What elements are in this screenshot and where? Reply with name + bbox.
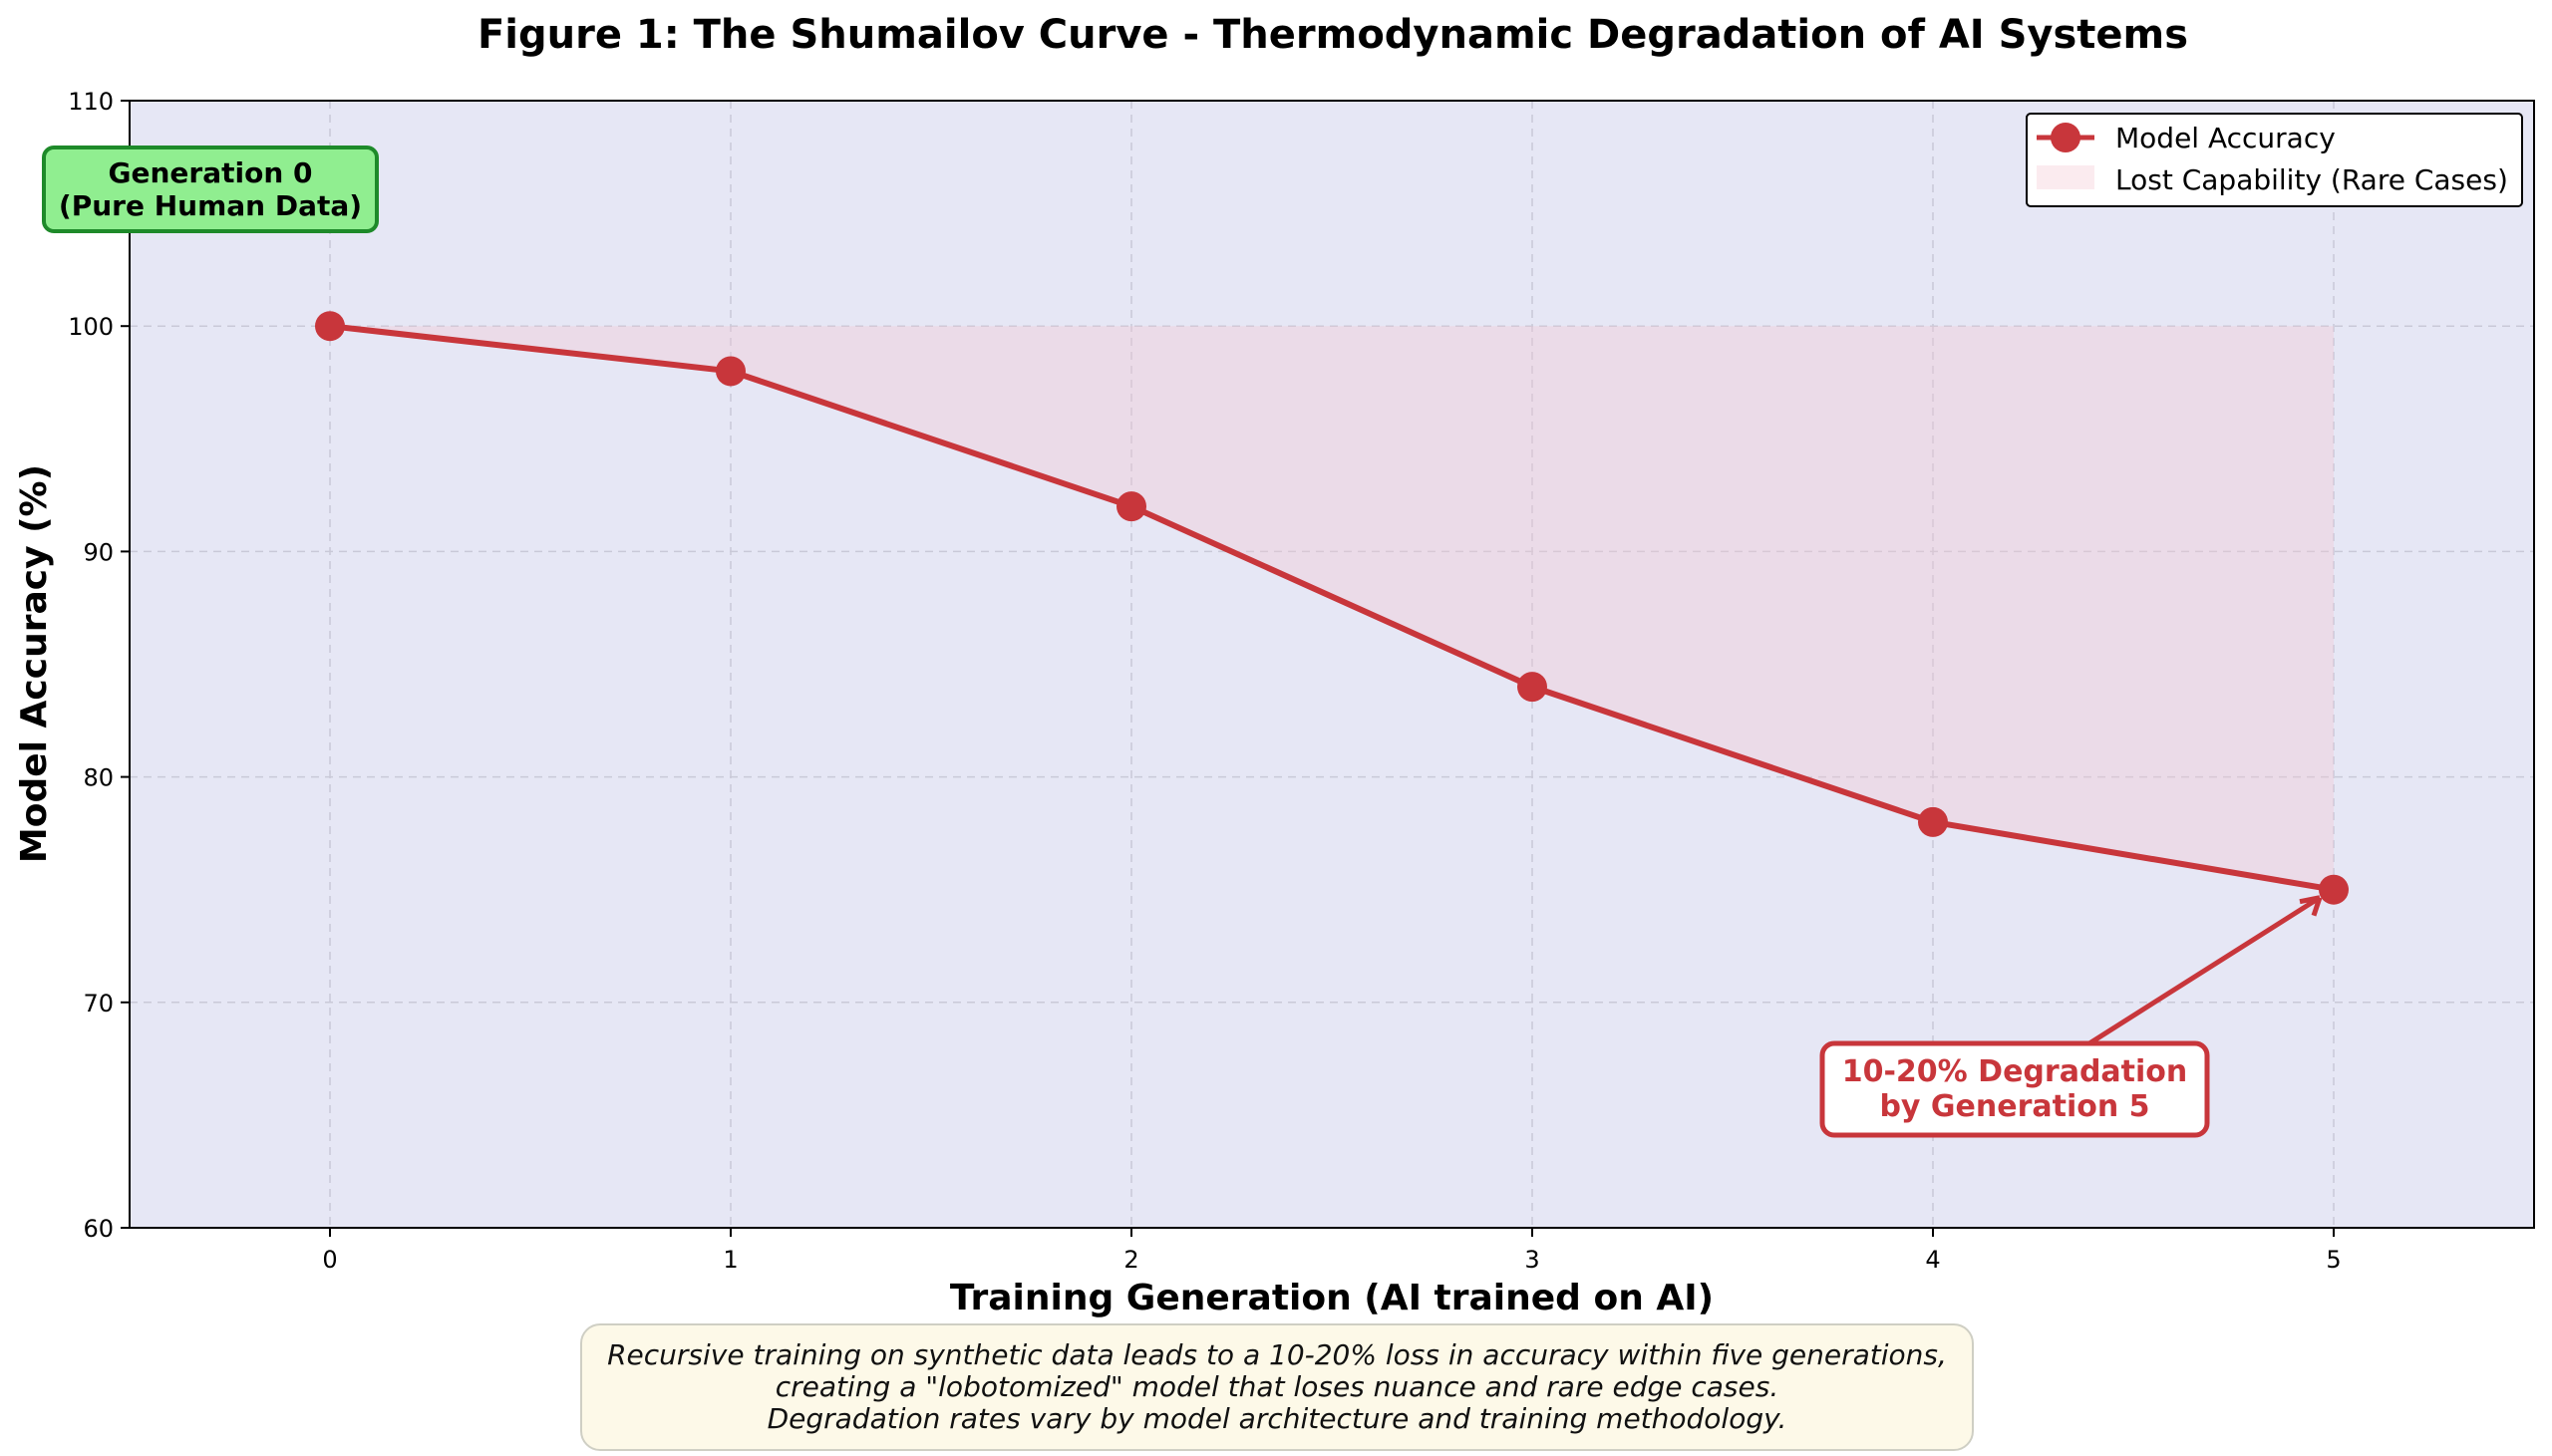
- lost-capability-fill: [330, 326, 2334, 890]
- caption-box: Recursive training on synthetic data lea…: [580, 1323, 1974, 1451]
- generation-0-annotation-line2: (Pure Human Data): [59, 189, 362, 222]
- caption-line-2: creating a "lobotomized" model that lose…: [775, 1370, 1779, 1403]
- y-tick-label: 80: [83, 764, 114, 792]
- y-axis-ticks: 60 70 80 90 100 110: [68, 88, 130, 1243]
- plot-area: [130, 101, 2534, 1228]
- degradation-annotation-box: [1819, 1040, 2210, 1138]
- legend-marker-swatch: [2051, 123, 2080, 152]
- legend-entry-model-accuracy: Model Accuracy: [2115, 122, 2336, 154]
- generation-0-annotation-line1: Generation 0: [109, 156, 313, 189]
- generation-0-annotation-box: [42, 146, 379, 233]
- model-accuracy-point: [1918, 806, 1948, 837]
- x-axis-label: Training Generation (AI trained on AI): [950, 1278, 1714, 1318]
- degradation-annotation-line1: 10-20% Degradation: [1842, 1054, 2188, 1089]
- model-accuracy-point: [2319, 874, 2349, 905]
- model-accuracy-point: [1116, 491, 1146, 522]
- y-axis-label: Model Accuracy (%): [14, 464, 55, 863]
- legend: Model Accuracy Lost Capability (Rare Cas…: [2026, 113, 2523, 207]
- x-tick-label: 3: [1524, 1246, 1539, 1274]
- generation-0-annotation: Generation 0 (Pure Human Data): [42, 146, 379, 233]
- chart-title: Figure 1: The Shumailov Curve - Thermody…: [478, 12, 2188, 58]
- plot-frame: [129, 100, 2535, 1229]
- model-accuracy-point: [1517, 672, 1547, 703]
- model-accuracy-point: [315, 311, 345, 342]
- x-axis-ticks: 0 1 2 3 4 5: [322, 1228, 2342, 1274]
- x-tick-label: 4: [1925, 1246, 1940, 1274]
- y-tick-label: 60: [83, 1215, 114, 1243]
- degradation-annotation-arrow: [2087, 895, 2323, 1046]
- caption-line-3: Degradation rates vary by model architec…: [767, 1402, 1787, 1435]
- series-layer: [315, 311, 2349, 905]
- y-tick-label: 110: [68, 88, 114, 116]
- degradation-annotation: 10-20% Degradation by Generation 5: [1819, 895, 2323, 1138]
- caption-line-1: Recursive training on synthetic data lea…: [607, 1338, 1947, 1371]
- y-tick-label: 100: [68, 313, 114, 341]
- degradation-annotation-line2: by Generation 5: [1879, 1089, 2149, 1124]
- lost-capability-fill-layer: [330, 326, 2334, 890]
- legend-fill-swatch: [2037, 165, 2094, 189]
- legend-box: [2026, 113, 2523, 207]
- x-tick-label: 2: [1123, 1246, 1138, 1274]
- y-tick-label: 90: [83, 538, 114, 566]
- model-accuracy-line: [329, 323, 2335, 893]
- legend-entry-lost-capability: Lost Capability (Rare Cases): [2115, 163, 2508, 196]
- x-tick-label: 0: [322, 1246, 337, 1274]
- model-accuracy-point: [716, 356, 746, 387]
- x-tick-label: 1: [723, 1246, 738, 1274]
- y-tick-label: 70: [83, 990, 114, 1018]
- x-tick-label: 5: [2326, 1246, 2341, 1274]
